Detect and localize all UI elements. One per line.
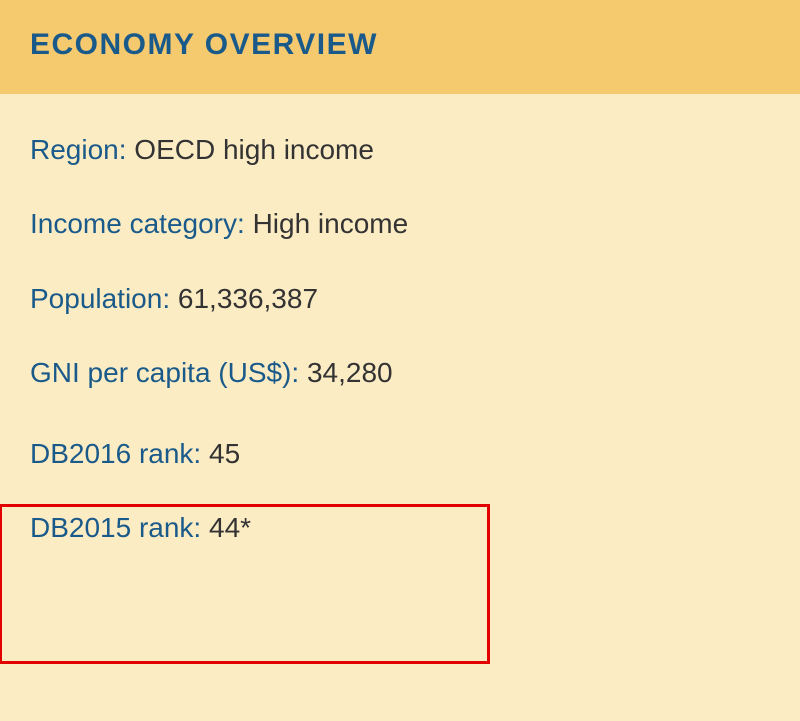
region-label: Region: [30, 134, 134, 165]
population-value: 61,336,387 [178, 283, 318, 314]
region-value: OECD high income [134, 134, 374, 165]
db2016-rank-value: 45 [209, 438, 240, 469]
gni-row: GNI per capita (US$): 34,280 [30, 355, 770, 391]
population-label: Population: [30, 283, 178, 314]
highlight-box [0, 504, 490, 664]
gni-label: GNI per capita (US$): [30, 357, 307, 388]
income-category-row: Income category: High income [30, 206, 770, 242]
header-bar: ECONOMY OVERVIEW [0, 0, 800, 94]
content-area: Region: OECD high income Income category… [0, 94, 800, 604]
db2016-rank-row: DB2016 rank: 45 [30, 436, 770, 472]
region-row: Region: OECD high income [30, 132, 770, 168]
header-title: ECONOMY OVERVIEW [30, 28, 770, 62]
population-row: Population: 61,336,387 [30, 281, 770, 317]
income-category-value: High income [253, 208, 409, 239]
gni-value: 34,280 [307, 357, 393, 388]
income-category-label: Income category: [30, 208, 253, 239]
db2016-rank-label: DB2016 rank: [30, 438, 209, 469]
